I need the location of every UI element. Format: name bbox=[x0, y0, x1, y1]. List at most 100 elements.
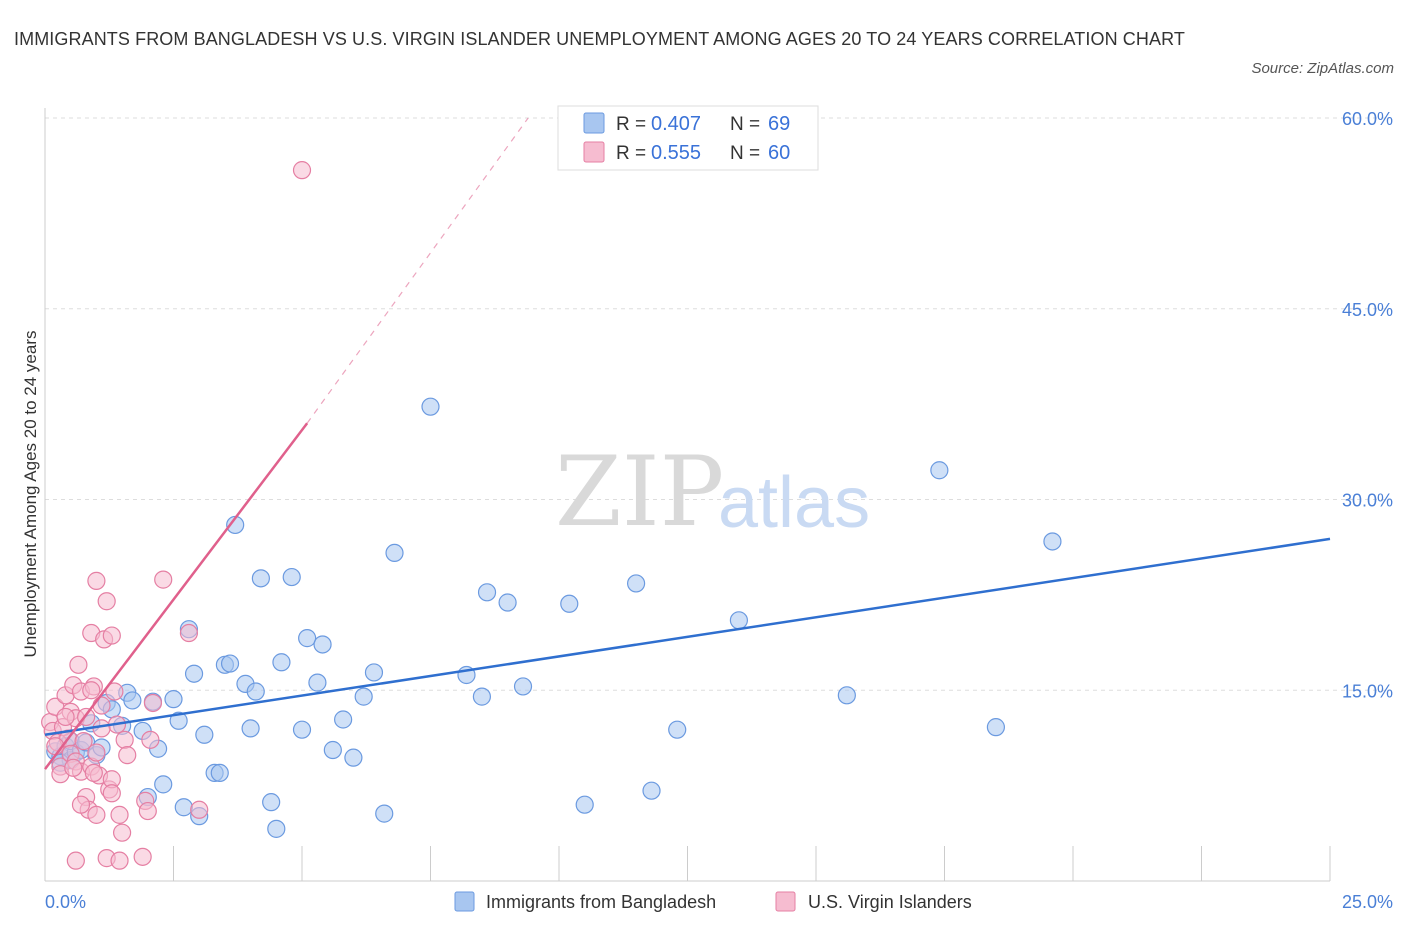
point-bangladesh-57 bbox=[575, 795, 594, 814]
trend-line-bangladesh bbox=[44, 537, 1331, 736]
point-virgin-islanders-34 bbox=[110, 805, 129, 824]
point-bangladesh-65 bbox=[1043, 532, 1062, 551]
bottom-legend-label-virgin-islanders: U.S. Virgin Islanders bbox=[808, 892, 972, 912]
x-tick-label-min: 0.0% bbox=[45, 892, 86, 912]
point-virgin-islanders-44 bbox=[138, 801, 157, 821]
point-virgin-islanders-32 bbox=[105, 682, 124, 701]
legend-swatch-virgin-islanders bbox=[583, 141, 605, 163]
point-bangladesh-33 bbox=[241, 719, 260, 738]
point-bangladesh-45 bbox=[334, 710, 353, 729]
point-bangladesh-40 bbox=[292, 720, 312, 739]
watermark-atlas: atlas bbox=[718, 463, 870, 543]
point-bangladesh-61 bbox=[729, 611, 749, 630]
point-virgin-islanders-41 bbox=[133, 847, 152, 866]
point-bangladesh-64 bbox=[986, 718, 1006, 737]
legend-swatch-bangladesh bbox=[583, 112, 605, 134]
point-bangladesh-21 bbox=[169, 711, 188, 730]
point-virgin-islanders-56 bbox=[92, 719, 111, 738]
point-virgin-islanders-36 bbox=[115, 730, 134, 749]
legend-n-value-bangladesh: 69 bbox=[768, 113, 790, 135]
point-bangladesh-53 bbox=[477, 583, 497, 602]
y-tick-label-3: 60.0% bbox=[1342, 109, 1393, 129]
point-bangladesh-68 bbox=[364, 663, 384, 682]
legend-r-label-bangladesh: R = bbox=[616, 114, 646, 135]
point-bangladesh-49 bbox=[385, 543, 404, 563]
point-virgin-islanders-58 bbox=[102, 784, 121, 803]
point-virgin-islanders-53 bbox=[56, 707, 75, 727]
point-bangladesh-22 bbox=[174, 798, 193, 817]
chart-title: IMMIGRANTS FROM BANGLADESH VS U.S. VIRGI… bbox=[14, 29, 1185, 49]
legend-n-label-virgin-islanders: N = bbox=[730, 143, 760, 164]
point-virgin-islanders-48 bbox=[154, 570, 173, 589]
legend-n-value-virgin-islanders: 60 bbox=[768, 142, 790, 164]
point-bangladesh-54 bbox=[498, 593, 517, 612]
x-tick-label-max: 25.0% bbox=[1342, 892, 1393, 912]
legend-box: R = 0.407 N = 69 R = 0.555 N = 60 bbox=[557, 105, 819, 171]
point-bangladesh-19 bbox=[154, 775, 173, 794]
series-bangladesh-points bbox=[46, 397, 1062, 838]
point-bangladesh-44 bbox=[323, 740, 342, 760]
y-tick-label-2: 45.0% bbox=[1342, 300, 1393, 320]
point-virgin-islanders-40 bbox=[110, 851, 129, 870]
series-virgin-islanders-points bbox=[41, 161, 312, 870]
trend-line-virgin-islanders-extension bbox=[306, 117, 529, 424]
axes bbox=[44, 108, 1331, 882]
legend-n-label-bangladesh: N = bbox=[730, 114, 760, 135]
point-virgin-islanders-25 bbox=[87, 743, 106, 762]
point-virgin-islanders-35 bbox=[112, 823, 132, 842]
point-bangladesh-20 bbox=[164, 690, 183, 709]
bottom-legend: Immigrants from Bangladesh U.S. Virgin I… bbox=[454, 891, 972, 912]
point-virgin-islanders-46 bbox=[143, 693, 163, 713]
tick-labels: 15.0% 30.0% 45.0% 60.0% 0.0% 25.0% bbox=[45, 109, 1393, 912]
point-bangladesh-59 bbox=[642, 781, 661, 800]
point-virgin-islanders-27 bbox=[92, 696, 111, 715]
point-virgin-islanders-42 bbox=[66, 851, 85, 870]
point-virgin-islanders-50 bbox=[190, 800, 209, 819]
chart-source: Source: ZipAtlas.com bbox=[1251, 60, 1394, 77]
point-virgin-islanders-52 bbox=[82, 681, 101, 700]
trend-line-virgin-islanders bbox=[44, 422, 309, 770]
y-tick-label-0: 15.0% bbox=[1342, 681, 1393, 701]
point-bangladesh-24 bbox=[184, 664, 204, 683]
point-virgin-islanders-37 bbox=[118, 746, 137, 765]
watermark: ZIP atlas bbox=[555, 436, 870, 548]
point-bangladesh-36 bbox=[262, 793, 281, 812]
point-virgin-islanders-45 bbox=[141, 730, 160, 749]
point-bangladesh-48 bbox=[375, 804, 394, 823]
point-virgin-islanders-47 bbox=[87, 571, 106, 590]
point-bangladesh-60 bbox=[668, 720, 687, 739]
point-bangladesh-14 bbox=[123, 691, 142, 710]
point-bangladesh-43 bbox=[313, 635, 332, 654]
point-virgin-islanders-24 bbox=[87, 805, 106, 824]
point-bangladesh-63 bbox=[930, 461, 949, 480]
point-bangladesh-42 bbox=[308, 673, 327, 692]
bottom-legend-label-bangladesh: Immigrants from Bangladesh bbox=[486, 892, 716, 912]
point-virgin-islanders-55 bbox=[64, 758, 83, 777]
point-bangladesh-58 bbox=[626, 574, 646, 593]
bottom-legend-swatch-virgin-islanders bbox=[775, 891, 796, 912]
point-bangladesh-50 bbox=[421, 397, 440, 416]
legend-r-value-bangladesh: 0.407 bbox=[651, 113, 701, 135]
point-bangladesh-38 bbox=[272, 653, 291, 672]
point-bangladesh-39 bbox=[282, 567, 301, 587]
point-bangladesh-56 bbox=[560, 594, 579, 613]
point-virgin-islanders-14 bbox=[69, 655, 88, 674]
grid-lines bbox=[45, 117, 1390, 691]
point-bangladesh-47 bbox=[354, 687, 373, 706]
point-virgin-islanders-31 bbox=[102, 626, 121, 645]
point-bangladesh-28 bbox=[210, 763, 229, 783]
point-bangladesh-62 bbox=[837, 686, 856, 705]
point-bangladesh-41 bbox=[298, 629, 317, 648]
point-virgin-islanders-57 bbox=[71, 795, 91, 814]
trend-lines bbox=[44, 117, 1331, 770]
bottom-legend-swatch-bangladesh bbox=[454, 891, 475, 912]
point-bangladesh-52 bbox=[472, 687, 491, 706]
y-axis-label: Unemployment Among Ages 20 to 24 years bbox=[21, 331, 40, 658]
point-bangladesh-55 bbox=[513, 677, 533, 696]
point-bangladesh-26 bbox=[195, 725, 214, 744]
point-virgin-islanders-29 bbox=[97, 592, 116, 611]
legend-r-value-virgin-islanders: 0.555 bbox=[651, 142, 701, 164]
point-bangladesh-34 bbox=[246, 682, 265, 701]
legend-r-label-virgin-islanders: R = bbox=[616, 143, 646, 164]
